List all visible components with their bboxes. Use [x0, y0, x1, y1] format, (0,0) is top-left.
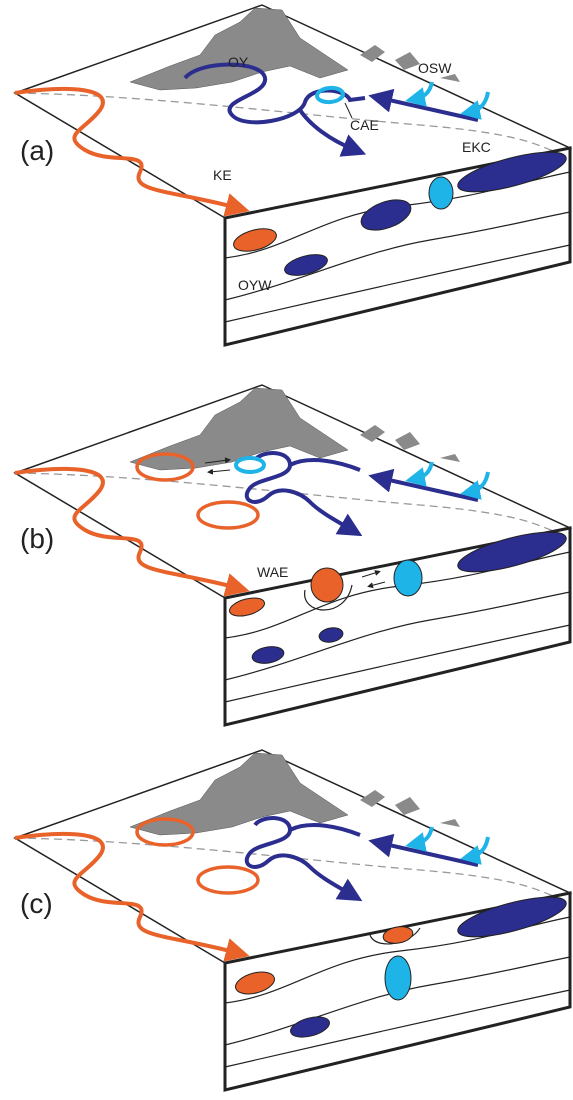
eddy [311, 568, 343, 602]
eddy [394, 560, 422, 596]
annotation: OYW [238, 277, 272, 293]
panel-label: (b) [20, 523, 54, 554]
annotation: KE [213, 167, 232, 183]
panel-label: (c) [20, 888, 53, 919]
panel: (a) OY OSW CAE EKC KE OYW [15, 5, 570, 345]
panel-label: (a) [20, 135, 54, 166]
diagram: (a) OY OSW CAE EKC KE OYW (b) WAE (c) [0, 0, 573, 1100]
annotation: EKC [462, 139, 491, 155]
eddy [385, 956, 411, 1000]
annotation: WAE [257, 564, 288, 580]
panel: (b) WAE [15, 385, 570, 725]
annotation: CAE [350, 117, 379, 133]
panel: (c) [15, 750, 570, 1090]
eddy [429, 177, 453, 209]
annotation: OSW [418, 60, 452, 76]
annotation: OY [228, 54, 249, 70]
